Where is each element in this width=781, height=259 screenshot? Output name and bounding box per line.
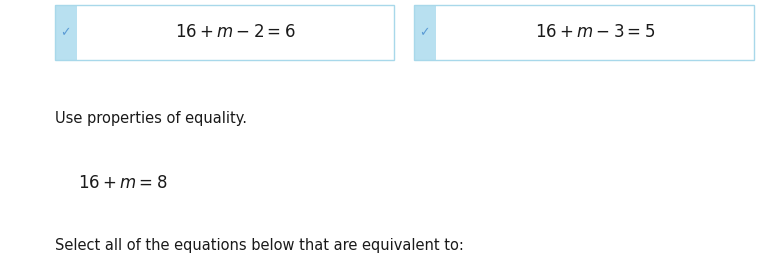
FancyBboxPatch shape (414, 5, 436, 60)
FancyBboxPatch shape (55, 5, 77, 60)
Text: $16 + m - 2 = 6$: $16 + m - 2 = 6$ (175, 23, 296, 41)
Text: $16 + m - 3 = 5$: $16 + m - 3 = 5$ (535, 23, 654, 41)
Text: ✓: ✓ (419, 26, 430, 39)
Text: Use properties of equality.: Use properties of equality. (55, 111, 247, 126)
Text: ✓: ✓ (60, 26, 71, 39)
Text: Select all of the equations below that are equivalent to:: Select all of the equations below that a… (55, 238, 464, 253)
FancyBboxPatch shape (436, 5, 754, 60)
Text: $16 + m = 8$: $16 + m = 8$ (78, 174, 168, 191)
FancyBboxPatch shape (77, 5, 394, 60)
